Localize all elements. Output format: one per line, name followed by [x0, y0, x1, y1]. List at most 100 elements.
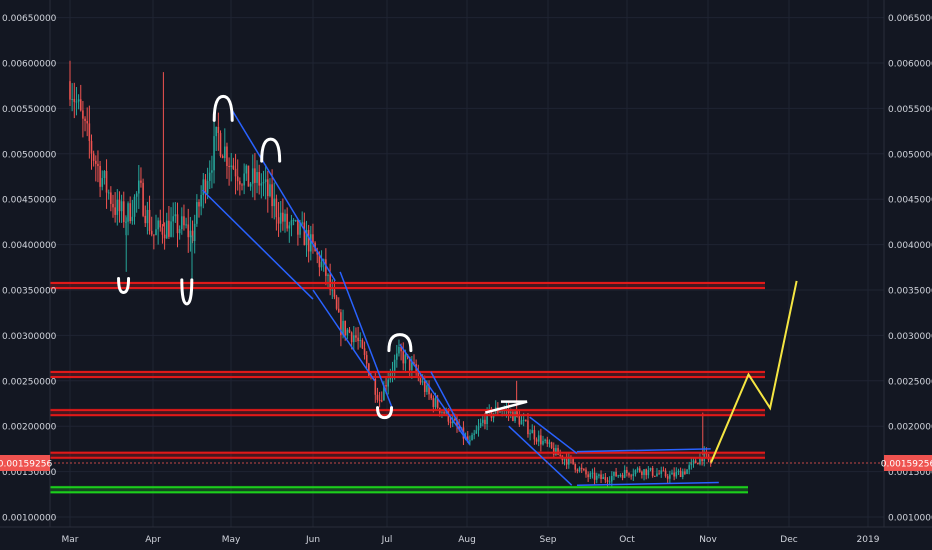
candle-body — [99, 165, 101, 187]
candle-body — [638, 468, 641, 472]
candle-body — [131, 216, 134, 222]
candle-body — [228, 166, 230, 168]
candle-body — [634, 470, 637, 475]
candle-body — [550, 442, 553, 448]
candle-body — [608, 481, 611, 483]
time-axis[interactable]: Mar Apr May Jun Jul Aug Sep Oct Nov Dec 2019 — [0, 526, 932, 550]
candle-body — [181, 216, 183, 230]
candle-body — [656, 473, 658, 477]
candle-body — [408, 356, 411, 371]
resistance-zone — [50, 370, 765, 379]
candle-body — [636, 468, 639, 471]
candle-body — [234, 168, 237, 177]
candle-body — [69, 81, 71, 100]
head-mark — [212, 94, 234, 122]
right-price-tick-label: 0.00550000 — [888, 105, 932, 115]
candle-body — [413, 362, 415, 365]
candle-body — [675, 471, 678, 477]
time-axis-bg — [0, 527, 932, 550]
candle-body — [376, 394, 379, 400]
candle-body — [522, 419, 525, 421]
candle-body — [239, 181, 241, 185]
candle-body — [335, 296, 338, 309]
channel-line — [201, 189, 314, 300]
candle-body — [525, 419, 527, 421]
candle-body — [400, 346, 402, 352]
candle-body — [441, 411, 443, 413]
candle-body — [101, 178, 104, 187]
candle-body — [507, 409, 510, 413]
bottom-mark — [180, 278, 194, 306]
candle-body — [563, 459, 566, 461]
candle-body — [82, 110, 84, 119]
candle-body — [643, 469, 645, 475]
resistance-zone — [50, 451, 765, 460]
candle-body — [200, 194, 202, 207]
candle-body — [529, 433, 531, 435]
candle-body — [589, 473, 592, 478]
candle-body — [215, 126, 217, 137]
candle-body — [548, 442, 551, 444]
candle-body — [662, 470, 665, 472]
candle-body — [267, 179, 269, 197]
channel-line — [339, 271, 393, 409]
candle-body — [342, 320, 344, 336]
candle-body — [325, 259, 327, 276]
candle-body — [565, 459, 568, 465]
candle-body — [129, 203, 131, 222]
candle-body — [355, 335, 357, 338]
candle-body — [333, 289, 336, 297]
channel-line — [399, 344, 471, 445]
candle-body — [593, 472, 596, 480]
candle-body — [417, 372, 420, 377]
candle-body — [206, 181, 209, 194]
candle-body — [159, 220, 162, 228]
candle-body — [114, 207, 116, 215]
candle-body — [150, 230, 153, 235]
candle-body — [310, 234, 312, 252]
candle-body — [226, 146, 228, 167]
candle-body — [484, 419, 486, 425]
channel-line — [576, 481, 719, 486]
candle-body — [258, 172, 260, 186]
candle-body — [303, 222, 306, 246]
right-price-tick-label: 0.00650000 — [888, 14, 932, 24]
channel-line — [529, 416, 578, 455]
candle-body — [318, 254, 321, 268]
candle-body — [357, 337, 359, 342]
candle-body — [677, 470, 680, 472]
candle-body — [183, 216, 185, 226]
right-price-tick-label: 0.00500000 — [888, 150, 932, 160]
candle-body — [284, 213, 286, 222]
right-price-tick-label: 0.00600000 — [888, 60, 932, 70]
candle-body — [217, 126, 220, 134]
candle-body — [168, 220, 170, 237]
candle-body — [350, 332, 353, 343]
left-price-tick-label: 0.00300000 — [2, 332, 57, 342]
candle-body — [254, 168, 256, 183]
time-tick-label: Jun — [305, 535, 320, 545]
bottom-mark — [376, 406, 394, 420]
candle-body — [475, 430, 478, 434]
candle-body — [262, 182, 265, 184]
candle-body — [383, 385, 385, 401]
candle-body — [282, 212, 284, 222]
candle-body — [555, 448, 557, 456]
candle-body — [544, 439, 546, 441]
candle-body — [140, 180, 142, 183]
candle-body — [92, 153, 95, 161]
candle-body — [148, 209, 151, 231]
candle-body — [133, 196, 136, 217]
candle-body — [176, 214, 179, 234]
candle-body — [241, 184, 243, 186]
candle-body — [396, 353, 398, 360]
candle-body — [157, 220, 159, 230]
candle-body — [673, 472, 675, 477]
candle-body — [537, 435, 540, 442]
candle-body — [211, 170, 213, 173]
candle-body — [621, 475, 624, 478]
candle-body — [572, 458, 574, 465]
candle-body — [170, 221, 172, 237]
